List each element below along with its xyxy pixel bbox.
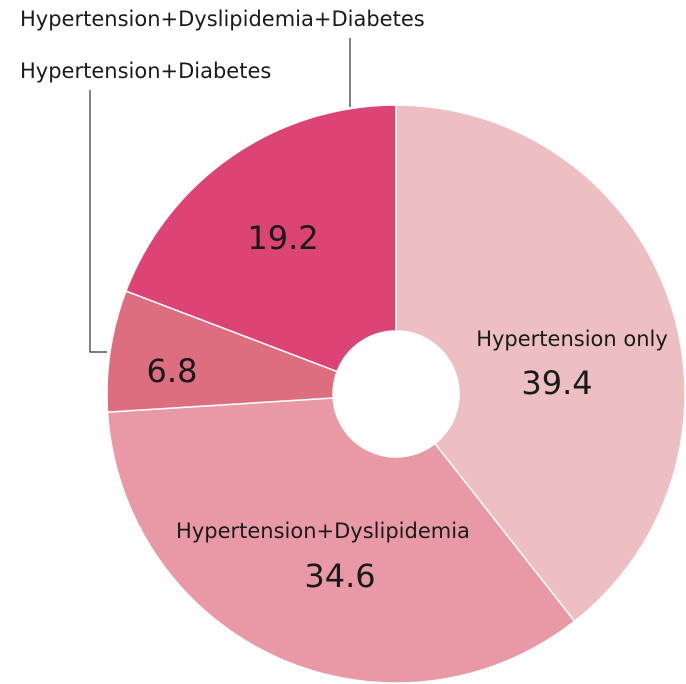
slices [106,104,686,684]
value-label: 6.8 [147,352,198,390]
slice-label: Hypertension only [476,327,668,351]
slice [106,397,576,684]
value-label: 19.2 [247,219,318,257]
slice [125,104,397,373]
slice-label: Hypertension+Dyslipidemia [176,519,470,543]
slice-label: Hypertension+Dyslipidemia+Diabetes [20,7,425,31]
slice [395,104,686,623]
value-label: 39.4 [521,364,592,402]
leader-line [89,90,107,353]
slice-label: Hypertension+Diabetes [20,59,271,83]
value-label: 34.6 [304,557,375,595]
